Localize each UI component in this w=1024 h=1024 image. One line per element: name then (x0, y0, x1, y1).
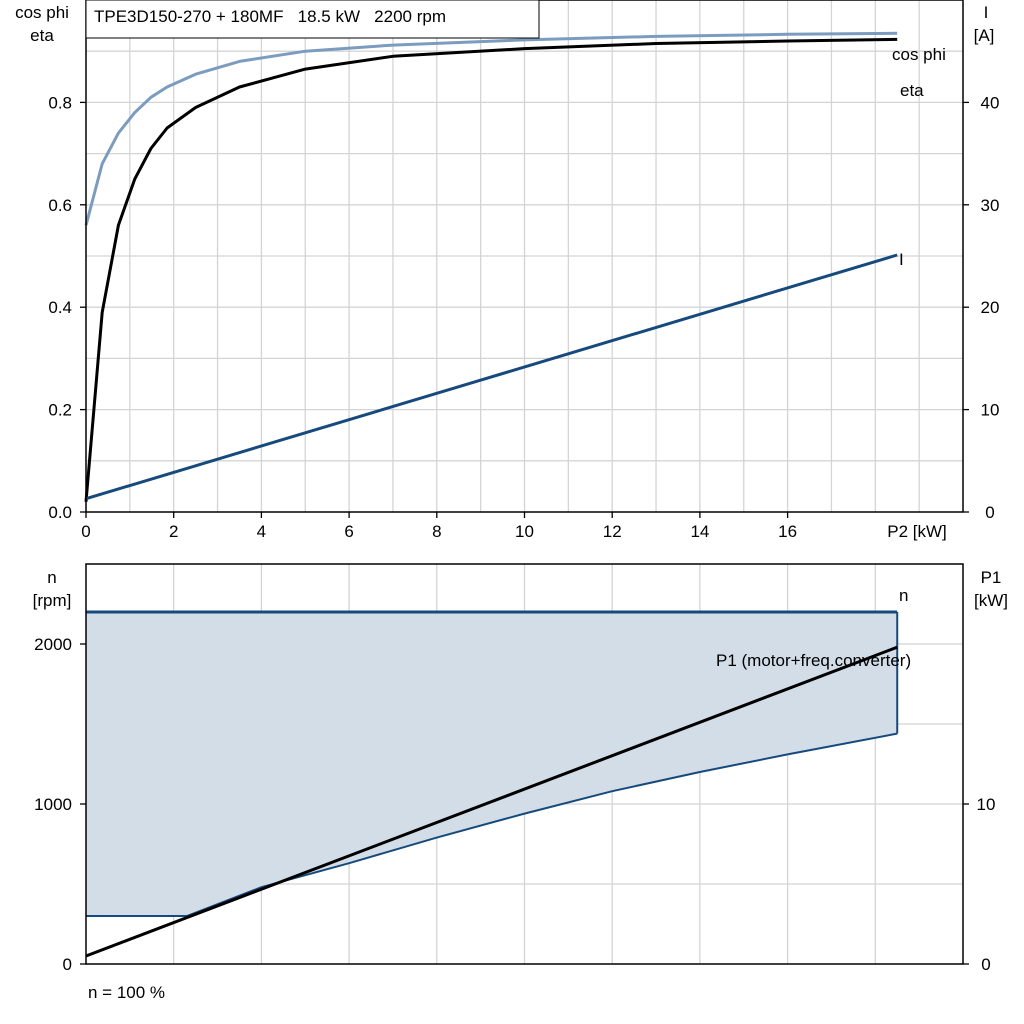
top-ylabel-right-1: I (984, 3, 989, 22)
bottom-y-tick-label-left: 2000 (34, 635, 72, 654)
bottom-plot-frame (85, 563, 964, 965)
top-x-tick-label: 0 (81, 522, 90, 541)
top-x-tick-label: 12 (603, 522, 622, 541)
top-x-ticks: 0 2 4 6 8 10 12 14 16 (81, 512, 797, 541)
top-y-tick-label-right: 10 (981, 401, 1000, 420)
speed-range-area (86, 612, 898, 916)
bottom-ylabel-right-2: [kW] (974, 591, 1008, 610)
performance-chart: 0 2 4 6 8 10 12 14 16 0.00.20.40.60.8 010203040 … (15, 0, 999, 541)
top-xlabel: P2 [kW] (887, 522, 947, 541)
series-label-speed: n (899, 586, 908, 605)
top-ylabel-left-1: cos phi (15, 3, 69, 22)
chart-title: TPE3D150-270 + 180MF 18.5 kW 2200 rpm (94, 7, 446, 26)
speed-power-chart: 0 1000 2000 0 10 n [rpm] P1 [kW] n P1 (moto… (33, 563, 1008, 1002)
top-x-tick-label: 2 (169, 522, 178, 541)
top-x-tick-label: 8 (432, 522, 441, 541)
top-series (84, 31, 898, 502)
bottom-y-ticks-right: 0 10 (963, 795, 995, 974)
top-y-ticks-left: 0.0 0.2 0.4 0.6 0.8 (48, 93, 86, 522)
eta-line (84, 37, 898, 502)
bottom-y-tick-label-right: 0 (981, 955, 990, 974)
top-y-tick-label-left: 0.2 (48, 401, 72, 420)
top-x-tick-label: 6 (344, 522, 353, 541)
top-y-tick-label-right: 0 (985, 503, 994, 522)
top-grid (86, 0, 963, 512)
footnote: n = 100 % (88, 983, 165, 1002)
bottom-ylabel-left-2: [rpm] (33, 591, 72, 610)
bottom-y-ticks-left: 0 1000 2000 (34, 635, 86, 974)
min-speed-line (86, 732, 898, 917)
cosphi-line (84, 31, 898, 226)
bottom-series (85, 610, 899, 958)
top-y-tick-label-left: 0.8 (48, 93, 72, 112)
top-ylabel-right-2: [A] (974, 26, 995, 45)
series-label-p1: P1 (motor+freq.converter) (716, 651, 911, 670)
top-y-tick-label-right: 20 (981, 298, 1000, 317)
top-x-tick-label: 16 (778, 522, 797, 541)
series-label-current: I (899, 250, 904, 269)
series-label-cosphi: cos phi (892, 45, 946, 64)
bottom-ylabel-right-1: P1 (981, 568, 1002, 587)
top-y-tick-label-right: 30 (981, 196, 1000, 215)
top-x-tick-label: 14 (690, 522, 709, 541)
top-y-tick-label-left: 0.0 (48, 503, 72, 522)
current-line (85, 253, 898, 501)
series-label-eta: eta (900, 81, 924, 100)
top-y-tick-label-right: 40 (981, 93, 1000, 112)
p1-line (85, 645, 898, 958)
top-y-tick-label-left: 0.4 (48, 298, 72, 317)
bottom-y-tick-label-right: 10 (977, 795, 996, 814)
top-x-tick-label: 4 (257, 522, 266, 541)
top-y-ticks-right: 0 10 20 30 40 (963, 93, 999, 522)
top-y-tick-label-left: 0.6 (48, 196, 72, 215)
bottom-y-tick-label-left: 0 (63, 955, 72, 974)
top-ylabel-left-2: eta (30, 26, 54, 45)
top-x-tick-label: 10 (515, 522, 534, 541)
title-box (85, 0, 540, 39)
bottom-ylabel-left-1: n (47, 568, 56, 587)
bottom-y-tick-label-left: 1000 (34, 795, 72, 814)
